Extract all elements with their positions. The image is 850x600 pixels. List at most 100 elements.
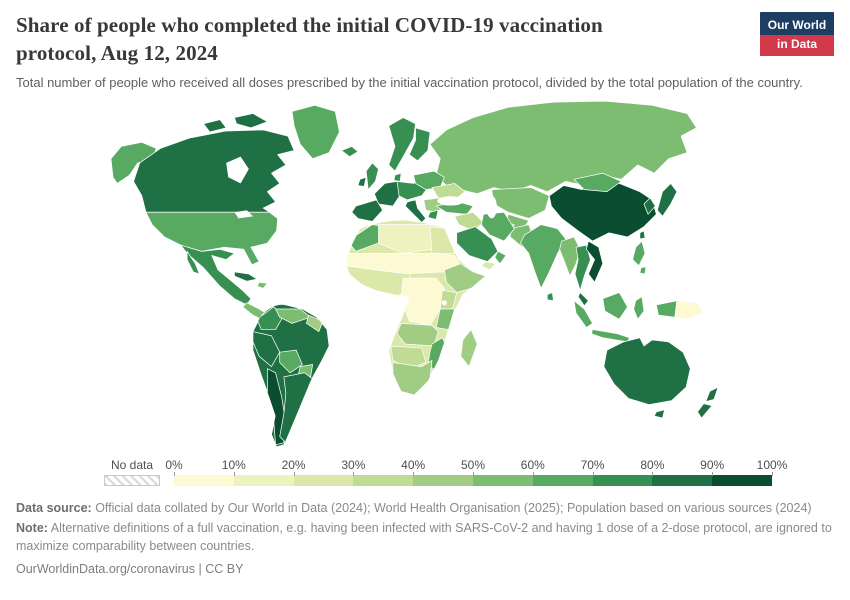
country-new-zealand-north[interactable] [705,386,719,402]
legend-tick-label: 100% [756,457,788,472]
country-ukraine[interactable] [431,182,466,200]
legend-bin[interactable] [472,474,533,486]
page-title: Share of people who completed the initia… [16,13,603,65]
country-argentina[interactable] [279,372,313,443]
legend-scale: 0% 10% 20% 30% 40% 50% 60% 70% 80% 90% 100% [165,457,787,486]
country-australia[interactable] [603,337,691,405]
country-java[interactable] [591,328,630,342]
license-link[interactable]: OurWorldinData.org/coronavirus | CC BY [16,562,244,577]
legend-tick-mark [174,471,175,476]
owid-logo[interactable]: Our World in Data [760,12,834,56]
country-mongolia[interactable] [573,172,622,192]
country-greenland[interactable] [291,104,340,159]
country-madagascar[interactable] [460,328,478,367]
country-canada-islands[interactable] [234,112,268,128]
country-denmark[interactable] [393,172,402,182]
legend-tick-label: 90% [700,457,725,472]
legend-bin[interactable] [174,474,234,486]
country-borneo[interactable] [602,291,628,320]
country-guyanas[interactable] [306,314,324,332]
country-south-africa[interactable] [392,359,433,396]
country-tasmania[interactable] [653,409,665,419]
country-finland[interactable] [409,127,431,161]
country-west-new-guinea[interactable] [655,300,678,318]
legend-bin[interactable] [413,474,473,486]
country-taiwan[interactable] [639,230,646,239]
note-label: Note: [16,521,48,536]
country-saudi-arabia[interactable] [456,225,499,262]
legend-tick-label: 50% [460,457,486,472]
country-sulawesi[interactable] [633,295,645,320]
country-sumatra[interactable] [573,300,593,328]
legend-no-data-label: No data [110,457,154,472]
country-baja[interactable] [186,250,200,274]
data-source-text: Official data collated by Our World in D… [91,500,812,515]
country-namibia-botswana[interactable] [390,345,427,369]
chart-subtitle: Total number of people who received all … [16,75,803,91]
hudson-bay-water [226,156,249,184]
country-scandinavia[interactable] [388,116,416,172]
legend-no-data-swatch[interactable] [104,474,160,486]
country-iberia[interactable] [351,199,383,222]
country-iraq-syria[interactable] [454,211,484,231]
country-oman[interactable] [494,250,507,264]
owid-logo-line2: in Data [760,35,834,56]
country-cuba[interactable] [234,271,258,282]
legend-tick-mark [532,471,534,476]
country-philippines[interactable] [632,240,646,266]
legend-tick-label: 40% [401,457,426,472]
note-line: Note: Alternative definitions of a full … [16,520,834,555]
country-tanzania[interactable] [435,308,455,330]
country-uk[interactable] [365,162,379,190]
country-iceland[interactable] [341,145,359,157]
country-new-zealand-south[interactable] [697,402,713,419]
country-papua-new-guinea[interactable] [674,300,705,320]
legend-tick-label: 0% [165,457,183,472]
country-italy[interactable] [404,199,427,223]
legend-tick-mark [413,471,415,476]
country-yemen[interactable] [481,260,497,270]
legend-no-data[interactable]: No data [104,458,160,486]
country-south-korea[interactable] [643,197,656,215]
country-malaysia[interactable] [577,291,589,306]
legend-tick-mark [772,471,773,476]
country-egypt[interactable] [429,225,455,254]
legend-tick-label: 30% [341,457,366,472]
data-source-label: Data source: [16,500,92,515]
country-france[interactable] [374,180,402,207]
country-algeria-libya[interactable] [378,223,447,254]
country-japan[interactable] [656,182,678,217]
country-russia[interactable] [429,100,697,194]
legend-tick-label: 60% [520,457,545,472]
legend-bin[interactable] [353,474,414,486]
legend-tick-mark [712,471,714,476]
country-hispaniola[interactable] [256,281,268,289]
country-sri-lanka[interactable] [546,291,554,301]
legend-tick-mark [353,471,355,476]
legend-bin[interactable] [652,474,713,486]
country-ireland[interactable] [357,176,367,187]
country-usa[interactable] [145,211,279,265]
country-vietnam[interactable] [585,240,604,283]
country-philippines[interactable] [639,266,647,274]
country-canada-islands[interactable] [203,118,227,132]
country-iran[interactable] [481,211,515,242]
legend-bin[interactable] [532,474,593,486]
country-greece[interactable] [427,209,439,220]
legend-bin[interactable] [293,474,354,486]
world-map[interactable] [82,97,782,452]
country-mexico[interactable] [180,244,252,305]
legend-bin[interactable] [233,474,294,486]
great-lakes-water [234,209,253,219]
legend-bin[interactable] [592,474,653,486]
country-canada[interactable] [133,129,295,213]
country-peru[interactable] [252,330,281,367]
country-myanmar-bangladesh[interactable] [559,236,581,277]
country-bolivia[interactable] [279,349,303,373]
legend-bin[interactable] [712,474,772,486]
country-venezuela[interactable] [275,308,311,324]
map-area [82,97,834,452]
country-india[interactable] [520,223,567,289]
chart-header: Share of people who completed the initia… [16,12,834,67]
